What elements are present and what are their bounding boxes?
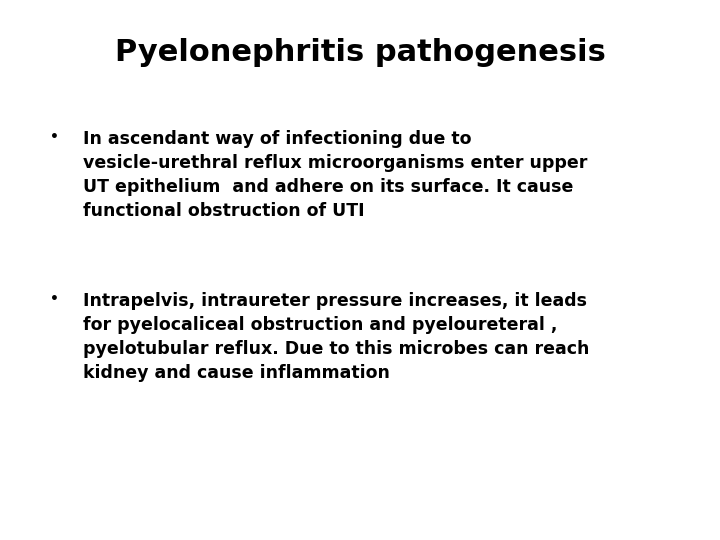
- Text: In ascendant way of infectioning due to
vesicle-urethral reflux microorganisms e: In ascendant way of infectioning due to …: [83, 130, 588, 220]
- Text: Intrapelvis, intraureter pressure increases, it leads
for pyelocaliceal obstruct: Intrapelvis, intraureter pressure increa…: [83, 292, 589, 382]
- Text: Pyelonephritis pathogenesis: Pyelonephritis pathogenesis: [114, 38, 606, 67]
- Text: •: •: [50, 130, 58, 144]
- Text: •: •: [50, 292, 58, 306]
